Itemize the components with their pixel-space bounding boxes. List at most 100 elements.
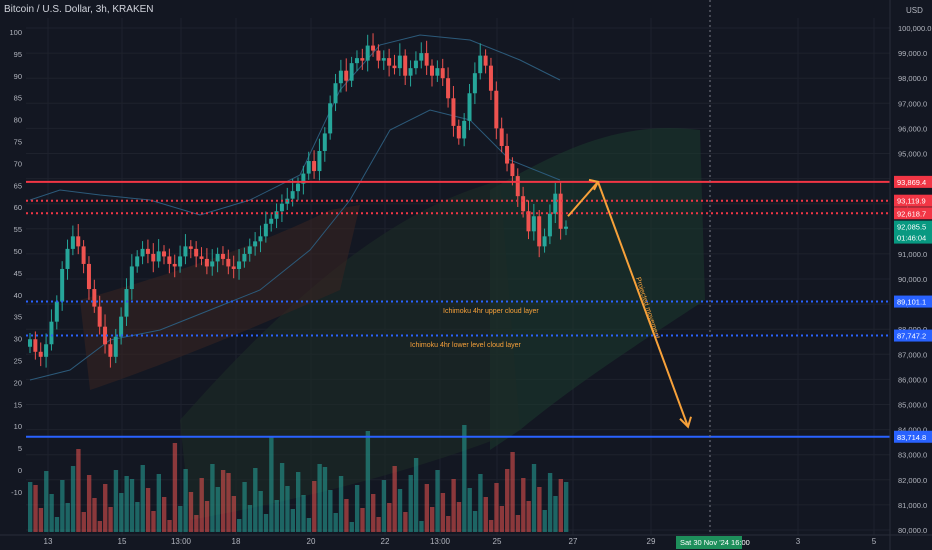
- y-tick-label-left: 70: [14, 159, 22, 168]
- candle-body: [306, 161, 311, 174]
- volume-bar: [247, 505, 253, 532]
- candle-body: [247, 246, 252, 254]
- lower-cloud-annotation: Ichimoku 4hr lower level cloud layer: [410, 342, 522, 349]
- candle-body: [279, 203, 284, 212]
- volume-bar: [172, 443, 178, 532]
- candle-body: [44, 344, 49, 357]
- candle-body: [317, 150, 322, 172]
- volume-bar: [526, 501, 531, 532]
- volume-bar: [467, 488, 472, 532]
- candle-body: [430, 65, 434, 76]
- candle-body: [547, 213, 552, 237]
- y-tick-label-left: 15: [14, 400, 22, 409]
- x-tick-label: 13: [44, 537, 53, 546]
- x-tick-label: 18: [232, 537, 241, 546]
- volume-bar: [124, 476, 129, 532]
- volume-bar: [119, 493, 124, 532]
- price-tag-label: 01:46:04: [897, 234, 926, 243]
- price-tag-bg: [894, 329, 932, 342]
- y-tick-label-right: 81,000.0: [898, 501, 927, 510]
- volume-bar: [365, 431, 371, 532]
- y-tick-label-right: 87,000.0: [898, 350, 927, 359]
- volume-bar: [397, 489, 403, 532]
- volume-bar: [478, 474, 483, 532]
- y-tick-label-right: 91,000.0: [898, 250, 927, 259]
- volume-bar: [145, 488, 151, 532]
- candle-body: [140, 248, 145, 257]
- candle-body: [312, 161, 317, 172]
- candle-body: [183, 246, 188, 257]
- y-tick-label-left: 55: [14, 225, 22, 234]
- x-tick-label: 5: [872, 537, 877, 546]
- candle-body: [392, 65, 397, 69]
- volume-bar: [258, 491, 263, 532]
- candle-body: [204, 258, 209, 267]
- volume-bar: [167, 520, 172, 532]
- volume-bar: [408, 475, 413, 532]
- candle-body: [220, 253, 225, 259]
- volume-bar: [269, 437, 274, 532]
- volume-bar: [488, 520, 494, 532]
- candle-body: [162, 251, 166, 257]
- candle-body: [510, 163, 515, 177]
- projection-arrowhead-up: [588, 178, 600, 191]
- y-tick-label-right: 99,000.0: [898, 49, 927, 58]
- candle-body: [397, 55, 402, 69]
- price-tag-label: 92,618.7: [897, 209, 926, 218]
- y-tick-label-left: 50: [14, 247, 22, 256]
- candle-body: [456, 125, 461, 139]
- candle-body: [424, 53, 429, 66]
- volume-bar: [403, 512, 408, 532]
- candle-body: [33, 339, 38, 352]
- volume-bar: [237, 519, 242, 532]
- volume-bar: [360, 508, 365, 532]
- volume-bar: [242, 482, 247, 532]
- band-upper: [29, 34, 561, 216]
- volume-bar: [435, 470, 440, 532]
- x-tick-label: 13:00: [171, 537, 192, 546]
- candle-body: [65, 248, 70, 269]
- candle-body: [526, 211, 531, 232]
- candle-body: [242, 253, 247, 262]
- y-tick-label-left: 60: [14, 203, 22, 212]
- candle-body: [199, 256, 204, 259]
- candle-body: [108, 344, 113, 357]
- volume-bar: [344, 499, 349, 532]
- y-tick-label-right: 85,000.0: [898, 401, 927, 410]
- candle-body: [494, 90, 499, 129]
- chart-title: Bitcoin / U.S. Dollar, 3h, KRAKEN: [4, 4, 154, 15]
- price-tag-bg: [894, 175, 932, 188]
- volume-bar: [81, 512, 86, 532]
- volume-bar: [76, 449, 81, 532]
- volume-bar: [413, 458, 419, 532]
- price-tag-label: 89,101.1: [897, 298, 926, 307]
- candle-body: [499, 128, 504, 146]
- y-tick-label-left: 100: [9, 28, 22, 37]
- volume-bar: [33, 485, 38, 532]
- candle-body: [60, 268, 65, 302]
- volume-bar: [515, 515, 521, 532]
- y-tick-label-right: 83,000.0: [898, 451, 927, 460]
- candle-body: [97, 306, 102, 327]
- y-tick-label-left: 65: [14, 181, 22, 190]
- volume-bar: [531, 464, 537, 532]
- candle-body: [274, 211, 279, 219]
- candle-body: [338, 70, 343, 84]
- y-tick-label-left: 45: [14, 269, 22, 278]
- volume-bar: [103, 484, 108, 532]
- volume-bar: [231, 496, 237, 532]
- candle-body: [167, 256, 172, 264]
- candle-body: [269, 218, 274, 224]
- price-tag-label: 93,119.9: [897, 197, 926, 206]
- candle-body: [70, 236, 75, 249]
- candle-body: [301, 173, 306, 184]
- y-tick-label-left: 5: [18, 444, 22, 453]
- candle-body: [215, 253, 220, 262]
- price-tag-label: 87,747.2: [897, 332, 926, 341]
- candle-body: [231, 266, 236, 269]
- volume-bar: [220, 470, 226, 532]
- candle-body: [483, 55, 488, 66]
- candle-body: [103, 326, 108, 345]
- candle-body: [49, 321, 54, 345]
- volume-bar: [135, 502, 140, 532]
